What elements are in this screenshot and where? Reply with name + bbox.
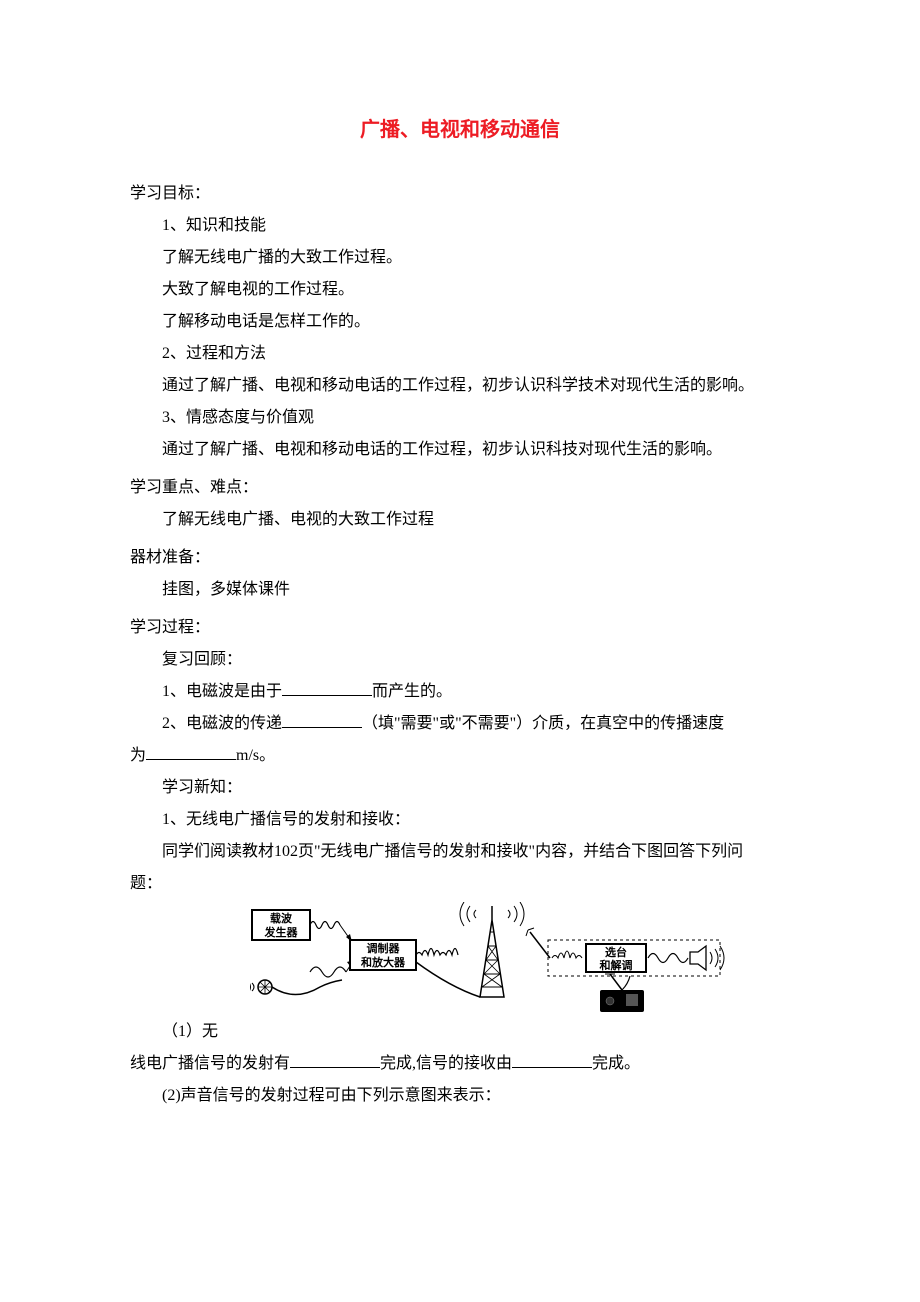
process-label: 学习过程： xyxy=(130,612,790,644)
blank-field xyxy=(282,695,372,696)
keypoints-label: 学习重点、难点： xyxy=(130,472,790,504)
review-q1-pre: 1、电磁波是由于 xyxy=(162,683,282,700)
blank-field xyxy=(282,727,362,728)
blank-field xyxy=(512,1067,592,1068)
obj1-line3: 了解移动电话是怎样工作的。 xyxy=(130,306,790,338)
radio-diagram: 载波 发生器 调制器 和放大器 xyxy=(250,902,730,1034)
diagram-box1-line1: 载波 xyxy=(270,911,293,925)
document-title: 广播、电视和移动通信 xyxy=(130,110,790,150)
review-q1: 1、电磁波是由于 而产生的。 xyxy=(130,676,790,708)
radio-diagram-svg: 载波 发生器 调制器 和放大器 xyxy=(250,902,730,1022)
obj3-label: 3、情感态度与价值观 xyxy=(130,402,790,434)
review-q2-line1: 2、电磁波的传递 （填"需要"或"不需要"）介质，在真空中的传播速度 xyxy=(130,708,790,740)
review-label: 复习回顾： xyxy=(130,644,790,676)
diagram-box1-line2: 发生器 xyxy=(264,925,299,939)
obj3-line1: 通过了解广播、电视和移动电话的工作过程，初步认识科技对现代生活的影响。 xyxy=(130,434,790,466)
q1-line2-post: 完成。 xyxy=(592,1055,640,1072)
q1-line2-mid: 完成,信号的接收由 xyxy=(380,1055,512,1072)
q1-line2-pre: 线电广播信号的发射有 xyxy=(130,1055,290,1072)
q1-prefix: （1）无 xyxy=(130,1016,218,1048)
review-q2-line2-post: m/s。 xyxy=(236,747,275,764)
newknow-line3: 题： xyxy=(130,868,790,900)
review-q2-line2: 为 m/s。 xyxy=(130,740,790,772)
diagram-box3-line2: 和解调 xyxy=(600,958,633,972)
review-q2-mid: （填"需要"或"不需要"）介质，在真空中的传播速度 xyxy=(362,715,724,732)
diagram-box2-line2: 和放大器 xyxy=(361,955,406,969)
newknow-line1: 1、无线电广播信号的发射和接收： xyxy=(130,804,790,836)
review-q2-line2-pre: 为 xyxy=(130,747,146,764)
materials-label: 器材准备： xyxy=(130,542,790,574)
obj2-line1: 通过了解广播、电视和移动电话的工作过程，初步认识科学技术对现代生活的影响。 xyxy=(130,370,790,402)
obj2-label: 2、过程和方法 xyxy=(130,338,790,370)
review-q1-post: 而产生的。 xyxy=(372,683,452,700)
newknow-line2: 同学们阅读教材102页"无线电广播信号的发射和接收"内容，并结合下图回答下列问 xyxy=(130,836,790,868)
q2-label: (2)声音信号的发射过程可由下列示意图来表示： xyxy=(130,1080,790,1112)
newknow-label: 学习新知： xyxy=(130,772,790,804)
obj1-line2: 大致了解电视的工作过程。 xyxy=(130,274,790,306)
diagram-box2-line1: 调制器 xyxy=(367,941,401,955)
materials-line1: 挂图，多媒体课件 xyxy=(130,574,790,606)
keypoints-line1: 了解无线电广播、电视的大致工作过程 xyxy=(130,504,790,536)
blank-field xyxy=(290,1067,380,1068)
q1-line2: 线电广播信号的发射有 完成,信号的接收由 完成。 xyxy=(130,1048,790,1080)
diagram-row: 载波 发生器 调制器 和放大器 xyxy=(130,906,790,1048)
obj1-line1: 了解无线电广播的大致工作过程。 xyxy=(130,242,790,274)
objectives-label: 学习目标： xyxy=(130,178,790,210)
blank-field xyxy=(146,759,236,760)
review-q2-pre: 2、电磁波的传递 xyxy=(162,715,282,732)
obj1-label: 1、知识和技能 xyxy=(130,210,790,242)
diagram-box3-line1: 选台 xyxy=(605,945,627,959)
